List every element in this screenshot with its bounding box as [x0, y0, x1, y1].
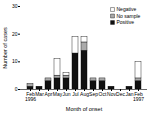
svg-text:Month of onset: Month of onset — [66, 106, 103, 112]
svg-text:Jun: Jun — [62, 91, 70, 97]
html-text:1996: 1996 — [24, 96, 37, 103]
svg-text:Feb1997: Feb1997 — [133, 91, 144, 102]
svg-text:Number of cases: Number of cases — [2, 27, 8, 69]
svg-text:Oct: Oct — [99, 91, 107, 97]
svg-text:Nov: Nov — [107, 91, 116, 97]
svg-text:Sep: Sep — [89, 91, 98, 97]
svg-text:Aug: Aug — [80, 91, 89, 97]
svg-text:10: 10 — [12, 58, 18, 64]
svg-text:20: 20 — [12, 31, 18, 37]
svg-text:Jan: Jan — [125, 91, 134, 98]
svg-text:Mar: Mar — [35, 91, 44, 97]
svg-text:Negative: Negative — [117, 6, 137, 12]
svg-text:Jul: Jul — [72, 91, 78, 97]
html-text:Feb: Feb — [26, 91, 35, 98]
svg-text:Positive: Positive — [117, 19, 135, 25]
svg-text:May: May — [53, 91, 63, 97]
svg-text:Apr: Apr — [45, 91, 53, 97]
svg-text:Dec: Dec — [116, 91, 125, 97]
svg-text:30: 30 — [12, 3, 18, 9]
svg-text:No sample: No sample — [117, 13, 141, 19]
svg-text:0: 0 — [15, 86, 18, 92]
